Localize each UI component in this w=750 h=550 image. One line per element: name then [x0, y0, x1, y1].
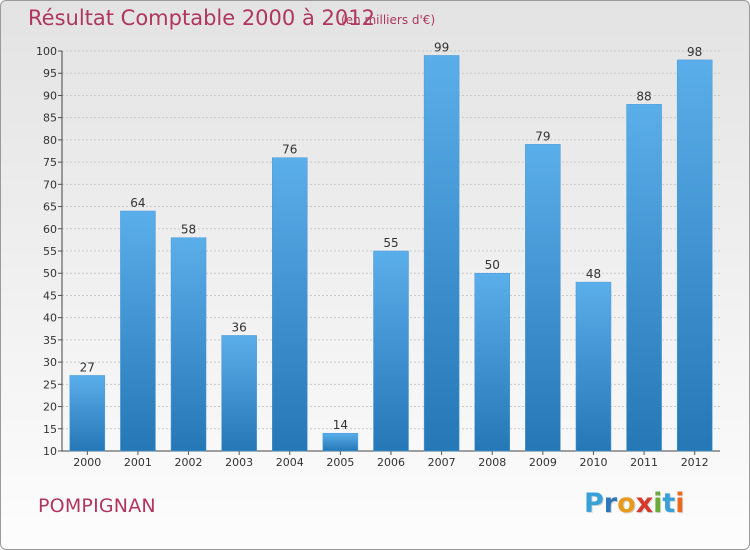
bar [575, 281, 612, 452]
y-tick-label: 35 [43, 334, 57, 347]
logo-letter: x [635, 488, 654, 519]
y-tick-label: 10 [43, 445, 57, 458]
x-tick-label: 2004 [276, 456, 304, 469]
x-tick-label: 2009 [529, 456, 557, 469]
y-tick-label: 60 [43, 223, 57, 236]
x-tick-label: 2012 [681, 456, 709, 469]
x-tick-label: 2001 [124, 456, 152, 469]
logo-letter: i [653, 488, 663, 519]
x-tick-label: 2000 [73, 456, 101, 469]
logo-letter: r [603, 488, 618, 519]
y-tick-label: 85 [43, 112, 57, 125]
data-label: 88 [636, 89, 651, 103]
data-label: 14 [333, 418, 348, 432]
bar [322, 432, 359, 452]
data-label: 79 [535, 129, 550, 143]
y-tick-label: 90 [43, 89, 57, 102]
data-label: 50 [485, 258, 500, 272]
place-name: POMPIGNAN [38, 495, 156, 517]
y-tick-label: 70 [43, 178, 57, 191]
logo-letter: o [617, 488, 636, 519]
y-tick-label: 30 [43, 356, 57, 369]
y-tick-label: 25 [43, 378, 57, 391]
data-label: 48 [586, 267, 601, 281]
chart-title: Résultat Comptable 2000 à 2012 [28, 6, 375, 30]
bars [69, 55, 713, 452]
y-tick-label: 75 [43, 156, 57, 169]
bar [525, 144, 561, 452]
labels: 10 15 20 25 30 35 40 45 50 55 60 65 70 75 80 85 90 95 100 2… [36, 40, 709, 469]
x-tick-label: 2005 [326, 456, 354, 469]
bar [474, 272, 510, 452]
x-tick-label: 2006 [377, 456, 405, 469]
x-tick-label: 2010 [579, 456, 607, 469]
data-label: 55 [383, 236, 398, 250]
data-label: 99 [434, 40, 449, 54]
y-tick-label: 45 [43, 289, 57, 302]
bar [69, 375, 106, 452]
x-tick-label: 2003 [225, 456, 253, 469]
bar [170, 237, 207, 452]
y-tick-label: 100 [36, 45, 57, 58]
data-label: 98 [687, 45, 702, 59]
y-tick-label: 15 [43, 423, 57, 436]
y-tick-label: 55 [43, 245, 57, 258]
chart-unit: (en milliers d'€) [341, 13, 436, 27]
x-tick-label: 2002 [175, 456, 203, 469]
logo-letter: t [662, 488, 676, 519]
data-label: 64 [130, 196, 145, 210]
bar [120, 210, 156, 452]
y-tick-label: 65 [43, 201, 57, 214]
data-label: 58 [181, 223, 196, 237]
y-tick-label: 80 [43, 134, 57, 147]
bar [676, 59, 713, 452]
bar [221, 335, 257, 452]
bar [626, 104, 662, 452]
y-tick-label: 20 [43, 401, 57, 414]
data-label: 27 [80, 360, 95, 374]
y-tick-label: 50 [43, 267, 57, 280]
x-tick-label: 2007 [428, 456, 456, 469]
y-tick-label: 40 [43, 312, 57, 325]
logo-letter: P [584, 488, 604, 519]
data-label: 36 [232, 320, 247, 334]
logo-letter: i [675, 488, 685, 519]
bar [272, 157, 308, 452]
bar [423, 55, 460, 452]
x-tick-label: 2011 [630, 456, 658, 469]
data-label: 76 [282, 143, 297, 157]
x-tick-label: 2008 [478, 456, 506, 469]
proxiti-logo: Proxiti [584, 488, 685, 519]
y-tick-label: 95 [43, 67, 57, 80]
bar [373, 250, 409, 452]
